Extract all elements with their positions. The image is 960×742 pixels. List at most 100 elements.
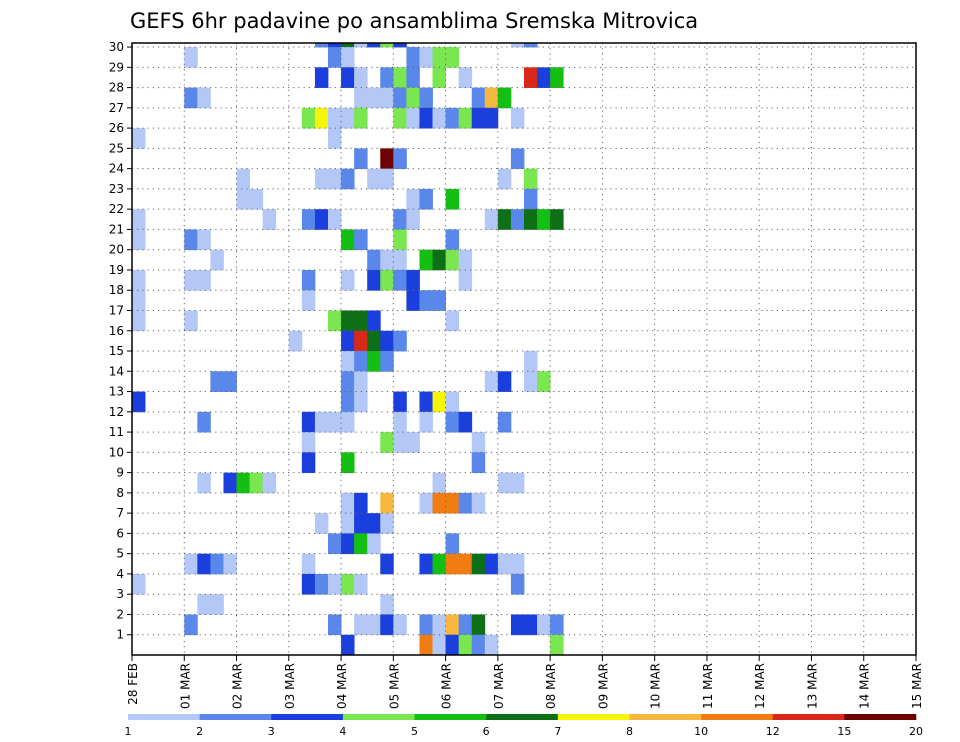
heatmap-cell <box>393 249 407 271</box>
heatmap-cell <box>524 188 538 210</box>
heatmap-cell <box>393 229 407 251</box>
legend-swatch <box>629 714 702 720</box>
heatmap-cell <box>367 351 381 372</box>
heatmap-cell <box>510 107 525 129</box>
heatmap-cell <box>510 148 525 170</box>
heatmap-cell <box>445 249 460 271</box>
heatmap-cell <box>458 411 473 433</box>
heatmap-cell <box>314 573 329 595</box>
x-tick-label: 07 MAR <box>492 663 506 709</box>
heatmap-cell <box>367 168 381 190</box>
heatmap-cell <box>471 614 486 636</box>
heatmap-cell <box>328 128 342 149</box>
x-tick-label: 03 MAR <box>283 663 297 709</box>
heatmap-cell <box>184 310 198 332</box>
heatmap-cell <box>132 310 146 332</box>
heatmap-cell <box>354 533 368 555</box>
y-tick-label: 17 <box>109 303 124 317</box>
heatmap-cells <box>132 43 564 656</box>
y-tick-label: 2 <box>116 607 124 621</box>
heatmap-cell <box>380 87 394 109</box>
y-tick-label: 12 <box>109 405 124 419</box>
heatmap-cell <box>288 330 303 352</box>
heatmap-cell <box>262 472 277 494</box>
heatmap-cell <box>471 634 486 656</box>
x-tick-label: 04 MAR <box>335 663 349 709</box>
heatmap-cell <box>445 614 460 636</box>
heatmap-cell <box>406 47 420 68</box>
x-tick-label: 02 MAR <box>231 663 245 709</box>
heatmap-cell <box>341 229 355 251</box>
heatmap-cell <box>484 87 499 109</box>
heatmap-cell <box>510 209 525 230</box>
heatmap-cell <box>419 87 433 109</box>
x-tick-label: 10 MAR <box>649 663 663 709</box>
heatmap-cell <box>184 614 198 636</box>
heatmap-cell <box>445 391 460 413</box>
heatmap-cell <box>524 614 538 636</box>
heatmap-cell <box>432 67 446 88</box>
heatmap-cell <box>367 513 381 534</box>
heatmap-cell <box>341 391 355 413</box>
heatmap-cell <box>223 553 237 575</box>
heatmap-cell <box>537 209 551 230</box>
heatmap-cell <box>419 107 433 129</box>
heatmap-cell <box>406 290 420 311</box>
heatmap-cell <box>328 533 342 555</box>
x-tick-label: 13 MAR <box>805 663 819 709</box>
heatmap-cell <box>354 513 368 534</box>
y-tick-label: 28 <box>109 81 124 95</box>
heatmap-cell <box>432 47 446 68</box>
heatmap-cell <box>393 391 407 413</box>
heatmap-cell <box>432 107 446 129</box>
heatmap-cell <box>497 472 512 494</box>
x-tick-label: 12 MAR <box>753 663 767 709</box>
heatmap-cell <box>314 411 329 433</box>
heatmap-cell <box>445 107 460 129</box>
heatmap-cell <box>341 351 355 372</box>
heatmap-cell <box>301 209 316 230</box>
heatmap-cell <box>471 107 486 129</box>
heatmap-cell <box>341 67 355 88</box>
heatmap-cell <box>432 634 446 656</box>
legend-swatch <box>271 714 344 720</box>
heatmap-cell <box>550 209 564 230</box>
heatmap-cell <box>393 269 407 291</box>
y-tick-label: 1 <box>116 628 124 642</box>
heatmap-cell <box>393 614 407 636</box>
heatmap-cell <box>380 614 394 636</box>
heatmap-cell <box>341 513 355 534</box>
legend-label: 6 <box>483 725 490 738</box>
heatmap-cell <box>328 47 342 68</box>
heatmap-cell <box>184 47 198 68</box>
y-tick-label: 19 <box>109 263 124 277</box>
heatmap-cell <box>341 107 355 129</box>
heatmap-cell <box>445 188 460 210</box>
heatmap-cell <box>419 249 433 271</box>
heatmap-cell <box>458 553 473 575</box>
heatmap-cell <box>510 573 525 595</box>
heatmap-cell <box>367 87 381 109</box>
heatmap-cell <box>341 411 355 433</box>
heatmap-cell <box>380 330 394 352</box>
heatmap-cell <box>393 209 407 230</box>
heatmap-cell <box>341 310 355 332</box>
heatmap-cell <box>510 614 525 636</box>
heatmap-cell <box>197 411 211 433</box>
heatmap-cell <box>223 371 237 392</box>
legend-swatch <box>701 714 774 720</box>
heatmap-cell <box>419 614 433 636</box>
heatmap-cell <box>197 269 211 291</box>
x-tick-label: 28 FEB <box>126 663 140 705</box>
heatmap-cell <box>406 67 420 88</box>
x-tick-label: 11 MAR <box>701 663 715 709</box>
heatmap-cell <box>380 432 394 453</box>
y-tick-label: 3 <box>116 587 124 601</box>
heatmap-cell <box>184 229 198 251</box>
heatmap-cell <box>328 614 342 636</box>
heatmap-cell <box>524 351 538 372</box>
heatmap-cell <box>445 533 460 555</box>
heatmap-cell <box>445 634 460 656</box>
heatmap-cell <box>197 594 211 615</box>
